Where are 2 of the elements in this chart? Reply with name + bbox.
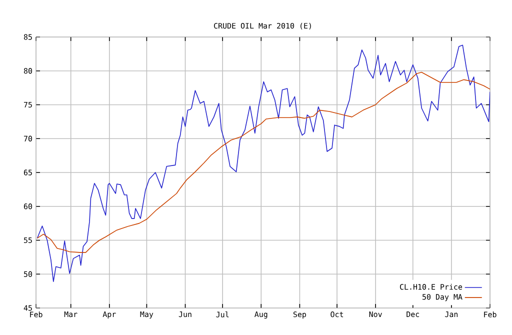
line-series xyxy=(36,44,490,282)
line-series xyxy=(36,72,490,253)
